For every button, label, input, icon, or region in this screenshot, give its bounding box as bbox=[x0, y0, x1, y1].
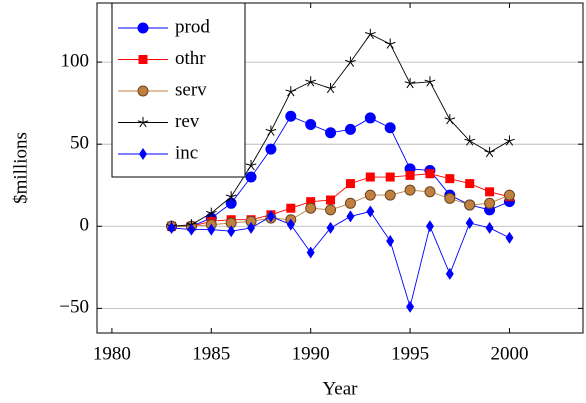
marker bbox=[346, 210, 355, 223]
y-tick-label: 50 bbox=[70, 133, 89, 154]
marker bbox=[245, 160, 257, 171]
marker bbox=[137, 117, 149, 128]
marker bbox=[444, 192, 456, 204]
marker bbox=[366, 205, 375, 218]
marker bbox=[167, 221, 176, 234]
marker bbox=[384, 122, 396, 134]
marker bbox=[384, 189, 396, 201]
legend-label: othr bbox=[175, 48, 206, 69]
y-tick-label: 100 bbox=[61, 50, 90, 71]
marker bbox=[345, 56, 356, 67]
marker bbox=[139, 148, 147, 160]
marker bbox=[465, 217, 474, 229]
marker bbox=[404, 77, 416, 89]
marker bbox=[425, 220, 434, 233]
marker bbox=[205, 207, 217, 218]
marker bbox=[305, 118, 317, 130]
marker bbox=[286, 203, 296, 213]
marker bbox=[306, 246, 315, 259]
marker bbox=[503, 189, 515, 201]
marker bbox=[225, 191, 237, 202]
x-tick-label: 1995 bbox=[391, 343, 429, 364]
x-tick-label: 2000 bbox=[490, 343, 528, 364]
marker bbox=[326, 221, 335, 234]
plot-frame bbox=[96, 2, 584, 334]
marker bbox=[207, 223, 216, 236]
marker bbox=[485, 221, 494, 234]
marker bbox=[365, 172, 375, 182]
marker bbox=[504, 135, 515, 146]
marker bbox=[138, 55, 148, 64]
x-tick-label: 1980 bbox=[93, 343, 131, 364]
marker bbox=[364, 112, 376, 124]
marker bbox=[484, 197, 496, 209]
legend-label: serv bbox=[175, 79, 207, 100]
marker bbox=[465, 179, 475, 189]
marker bbox=[404, 184, 416, 196]
marker bbox=[305, 76, 317, 87]
x-axis-label: Year bbox=[322, 378, 358, 399]
marker bbox=[344, 197, 356, 209]
marker bbox=[424, 186, 436, 198]
marker bbox=[425, 169, 435, 179]
legend-label: prod bbox=[175, 16, 210, 37]
x-tick-label: 1985 bbox=[192, 343, 230, 364]
marker bbox=[424, 76, 436, 87]
marker bbox=[266, 210, 275, 223]
marker bbox=[325, 127, 337, 139]
marker bbox=[444, 114, 456, 125]
marker bbox=[485, 187, 495, 197]
marker bbox=[326, 195, 336, 205]
marker bbox=[464, 135, 476, 146]
marker bbox=[364, 28, 376, 39]
marker bbox=[345, 179, 355, 189]
legend-label: inc bbox=[175, 142, 198, 163]
marker bbox=[484, 146, 495, 158]
y-tick-label: 0 bbox=[80, 215, 90, 236]
marker bbox=[364, 189, 376, 201]
y-tick-label: −50 bbox=[59, 297, 89, 318]
marker bbox=[386, 235, 395, 248]
marker bbox=[445, 174, 455, 184]
series-line bbox=[171, 33, 510, 227]
x-tick-label: 1990 bbox=[292, 343, 330, 364]
marker bbox=[286, 218, 295, 231]
marker bbox=[227, 225, 236, 238]
marker bbox=[265, 143, 277, 155]
marker bbox=[385, 172, 395, 182]
marker bbox=[137, 22, 149, 34]
marker bbox=[505, 231, 514, 244]
marker bbox=[285, 110, 297, 122]
marker bbox=[306, 197, 316, 207]
marker bbox=[137, 85, 149, 97]
legend-label: rev bbox=[175, 111, 200, 132]
marker bbox=[305, 202, 317, 214]
marker bbox=[325, 204, 337, 216]
marker bbox=[405, 170, 415, 180]
marker bbox=[406, 300, 415, 313]
marker bbox=[464, 199, 476, 211]
marker bbox=[384, 38, 396, 49]
series-line bbox=[171, 210, 510, 309]
marker bbox=[285, 86, 297, 97]
legend-box bbox=[111, 2, 246, 178]
marker bbox=[325, 82, 336, 94]
marker bbox=[265, 125, 277, 136]
y-axis-label: $millions bbox=[10, 132, 31, 204]
marker bbox=[344, 123, 356, 135]
marker bbox=[445, 267, 454, 280]
marker bbox=[247, 221, 256, 234]
marker bbox=[187, 223, 196, 236]
legend: prod othr serv rev inc bbox=[111, 2, 246, 178]
marker bbox=[245, 171, 257, 183]
